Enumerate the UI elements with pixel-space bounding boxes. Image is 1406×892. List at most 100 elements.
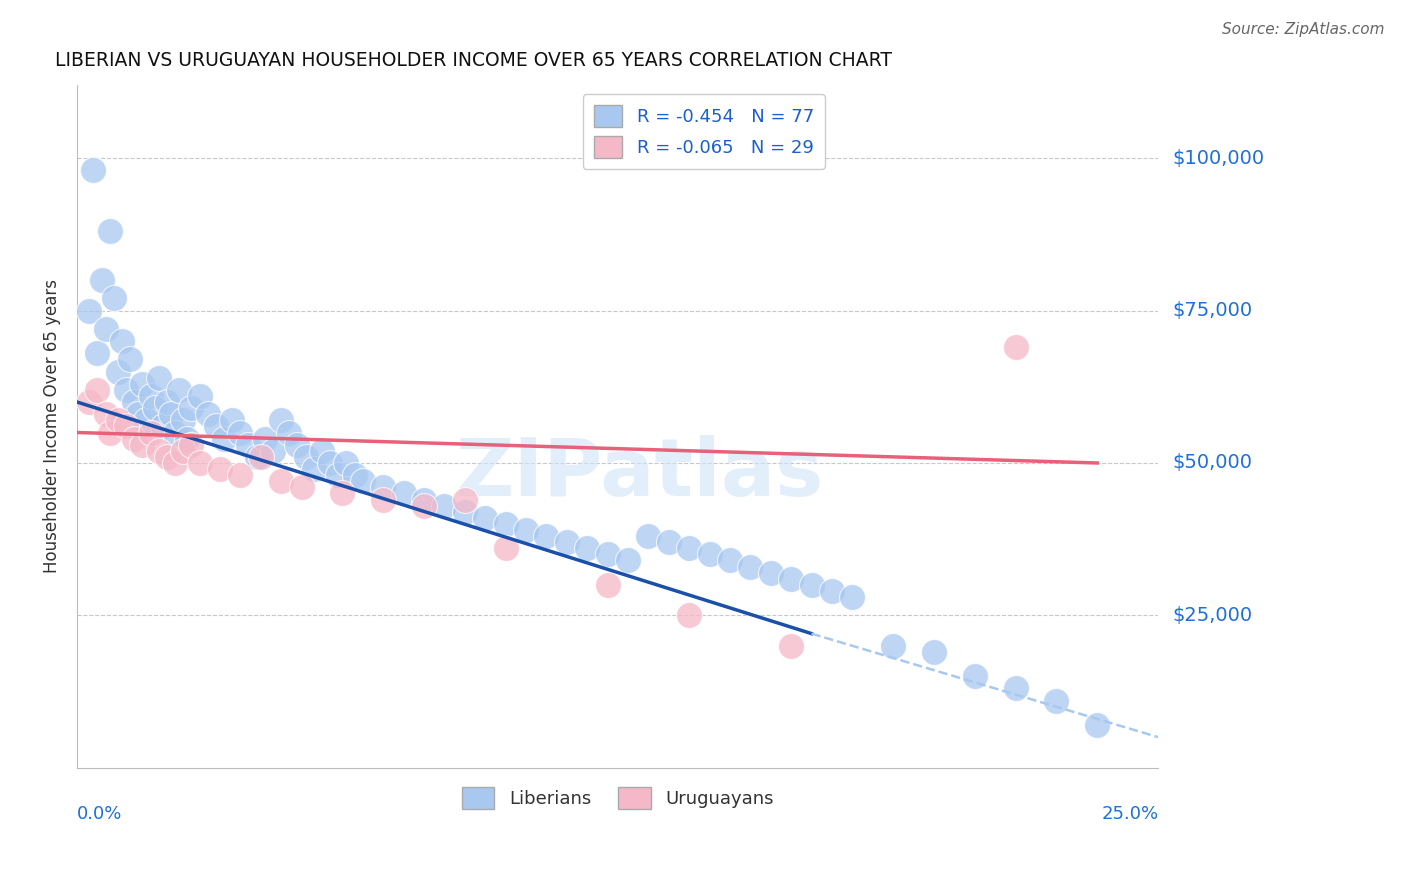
Point — [94, 407, 117, 421]
Point — [1004, 681, 1026, 696]
Point — [678, 541, 700, 556]
Point — [94, 322, 117, 336]
Point — [1085, 718, 1108, 732]
Point — [107, 413, 129, 427]
Point — [156, 395, 179, 409]
Point — [922, 645, 945, 659]
Point — [122, 395, 145, 409]
Point — [176, 432, 198, 446]
Text: LIBERIAN VS URUGUAYAN HOUSEHOLDER INCOME OVER 65 YEARS CORRELATION CHART: LIBERIAN VS URUGUAYAN HOUSEHOLDER INCOME… — [55, 51, 893, 70]
Point — [495, 541, 517, 556]
Point — [678, 608, 700, 623]
Point — [180, 438, 202, 452]
Point — [311, 443, 333, 458]
Point — [596, 578, 619, 592]
Point — [740, 559, 762, 574]
Point — [718, 553, 741, 567]
Point — [302, 462, 325, 476]
Point — [373, 480, 395, 494]
Point — [262, 443, 284, 458]
Text: $100,000: $100,000 — [1173, 149, 1264, 168]
Point — [127, 407, 149, 421]
Point — [454, 505, 477, 519]
Point — [474, 511, 496, 525]
Point — [90, 273, 112, 287]
Point — [139, 389, 162, 403]
Point — [454, 492, 477, 507]
Point — [188, 456, 211, 470]
Point — [1045, 693, 1067, 707]
Point — [536, 529, 558, 543]
Point — [111, 334, 134, 348]
Point — [330, 486, 353, 500]
Text: $75,000: $75,000 — [1173, 301, 1253, 320]
Text: Source: ZipAtlas.com: Source: ZipAtlas.com — [1222, 22, 1385, 37]
Point — [253, 432, 276, 446]
Point — [335, 456, 357, 470]
Point — [156, 450, 179, 464]
Text: 25.0%: 25.0% — [1101, 805, 1159, 823]
Point — [86, 383, 108, 397]
Point — [103, 292, 125, 306]
Point — [208, 462, 231, 476]
Point — [115, 383, 138, 397]
Point — [160, 407, 183, 421]
Point — [167, 383, 190, 397]
Point — [163, 425, 186, 440]
Point — [131, 438, 153, 452]
Point — [82, 163, 104, 178]
Point — [413, 492, 436, 507]
Point — [352, 475, 374, 489]
Y-axis label: Householder Income Over 65 years: Householder Income Over 65 years — [44, 279, 60, 574]
Point — [221, 413, 243, 427]
Point — [290, 480, 312, 494]
Point — [413, 499, 436, 513]
Point — [780, 572, 803, 586]
Point — [373, 492, 395, 507]
Point — [270, 475, 292, 489]
Point — [107, 365, 129, 379]
Point — [495, 516, 517, 531]
Point — [79, 303, 101, 318]
Point — [963, 669, 986, 683]
Point — [596, 548, 619, 562]
Text: $50,000: $50,000 — [1173, 453, 1253, 473]
Point — [882, 639, 904, 653]
Point — [229, 425, 252, 440]
Point — [576, 541, 599, 556]
Point — [122, 432, 145, 446]
Point — [152, 419, 174, 434]
Point — [229, 468, 252, 483]
Point — [205, 419, 228, 434]
Point — [294, 450, 316, 464]
Point — [433, 499, 456, 513]
Point — [821, 584, 844, 599]
Point — [135, 413, 157, 427]
Point — [197, 407, 219, 421]
Legend: Liberians, Uruguayans: Liberians, Uruguayans — [454, 780, 780, 817]
Point — [841, 590, 863, 604]
Point — [188, 389, 211, 403]
Point — [180, 401, 202, 416]
Point — [637, 529, 659, 543]
Point — [238, 438, 260, 452]
Point — [148, 443, 170, 458]
Point — [98, 425, 121, 440]
Point — [617, 553, 640, 567]
Point — [658, 535, 681, 549]
Point — [699, 548, 721, 562]
Point — [139, 425, 162, 440]
Point — [249, 450, 271, 464]
Point — [143, 401, 166, 416]
Point — [120, 352, 142, 367]
Point — [780, 639, 803, 653]
Point — [79, 395, 101, 409]
Point — [278, 425, 301, 440]
Point — [163, 456, 186, 470]
Point — [800, 578, 823, 592]
Point — [172, 443, 194, 458]
Point — [328, 468, 350, 483]
Point — [759, 566, 782, 580]
Point — [148, 370, 170, 384]
Text: $25,000: $25,000 — [1173, 606, 1253, 624]
